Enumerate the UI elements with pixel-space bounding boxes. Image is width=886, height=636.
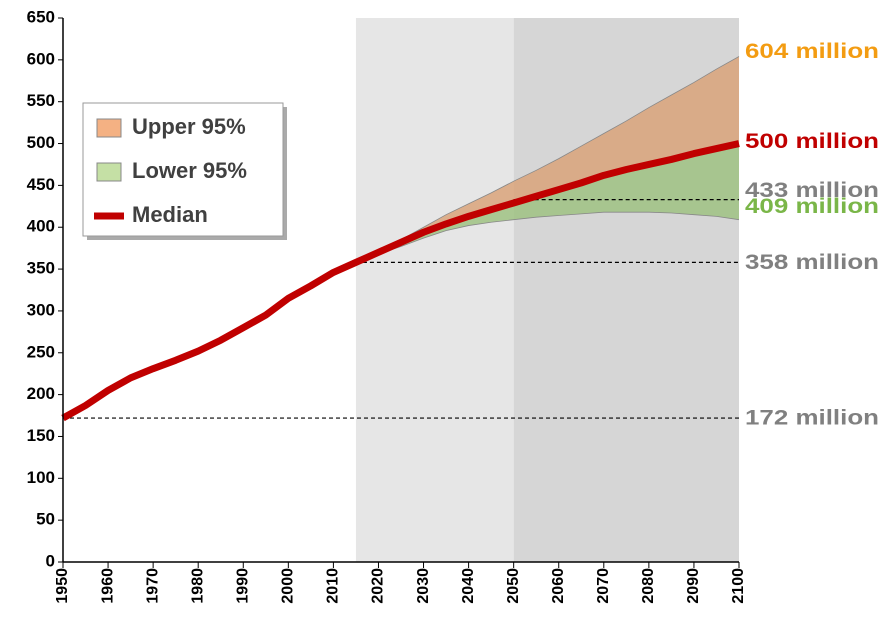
x-tick-label: 1960 [99,568,116,604]
annotation: 358 million [745,251,879,274]
x-tick-label: 2080 [640,568,657,604]
x-tick-label: 2000 [280,568,297,604]
annotation: 172 million [745,407,879,430]
y-tick-label: 500 [27,133,55,152]
annotation: 409 million [745,195,879,218]
legend-swatch [96,118,122,138]
x-tick-label: 2090 [685,568,702,604]
y-tick-label: 450 [27,175,55,194]
y-tick-label: 100 [27,468,55,487]
y-tick-label: 50 [36,510,55,529]
x-tick-label: 2060 [550,568,567,604]
y-tick-label: 650 [27,7,55,26]
annotation: 604 million [745,40,879,63]
legend-label: Lower 95% [132,158,247,183]
x-tick-label: 1980 [189,568,206,604]
y-tick-label: 350 [27,259,55,278]
y-tick-label: 250 [27,342,55,361]
legend-swatch [96,162,122,182]
y-tick-label: 0 [46,551,55,570]
x-tick-label: 2030 [415,568,432,604]
band-edge [355,211,740,263]
x-tick-label: 2050 [505,568,522,604]
legend-label: Median [132,202,208,227]
legend-label: Upper 95% [132,114,246,139]
annotation: 500 million [745,130,879,153]
shaded-period [355,18,514,562]
band-edge [355,56,740,263]
median-line [61,140,740,422]
y-tick-label: 600 [27,49,55,68]
x-tick-label: 1990 [234,568,251,604]
legend: Upper 95% Lower 95% Median [82,102,287,240]
y-tick-label: 150 [27,426,55,445]
y-tick-label: 300 [27,300,55,319]
x-tick-label: 2010 [325,568,342,604]
y-tick-label: 400 [27,217,55,236]
x-tick-label: 2100 [730,568,747,604]
y-tick-label: 550 [27,91,55,110]
y-tick-label: 200 [27,384,55,403]
x-tick-label: 1970 [144,568,161,604]
x-tick-label: 1950 [54,568,71,604]
x-tick-label: 2020 [370,568,387,604]
annotation: 433 million [745,179,879,202]
band [355,143,739,263]
x-tick-label: 2040 [460,568,477,604]
x-tick-label: 2070 [595,568,612,604]
